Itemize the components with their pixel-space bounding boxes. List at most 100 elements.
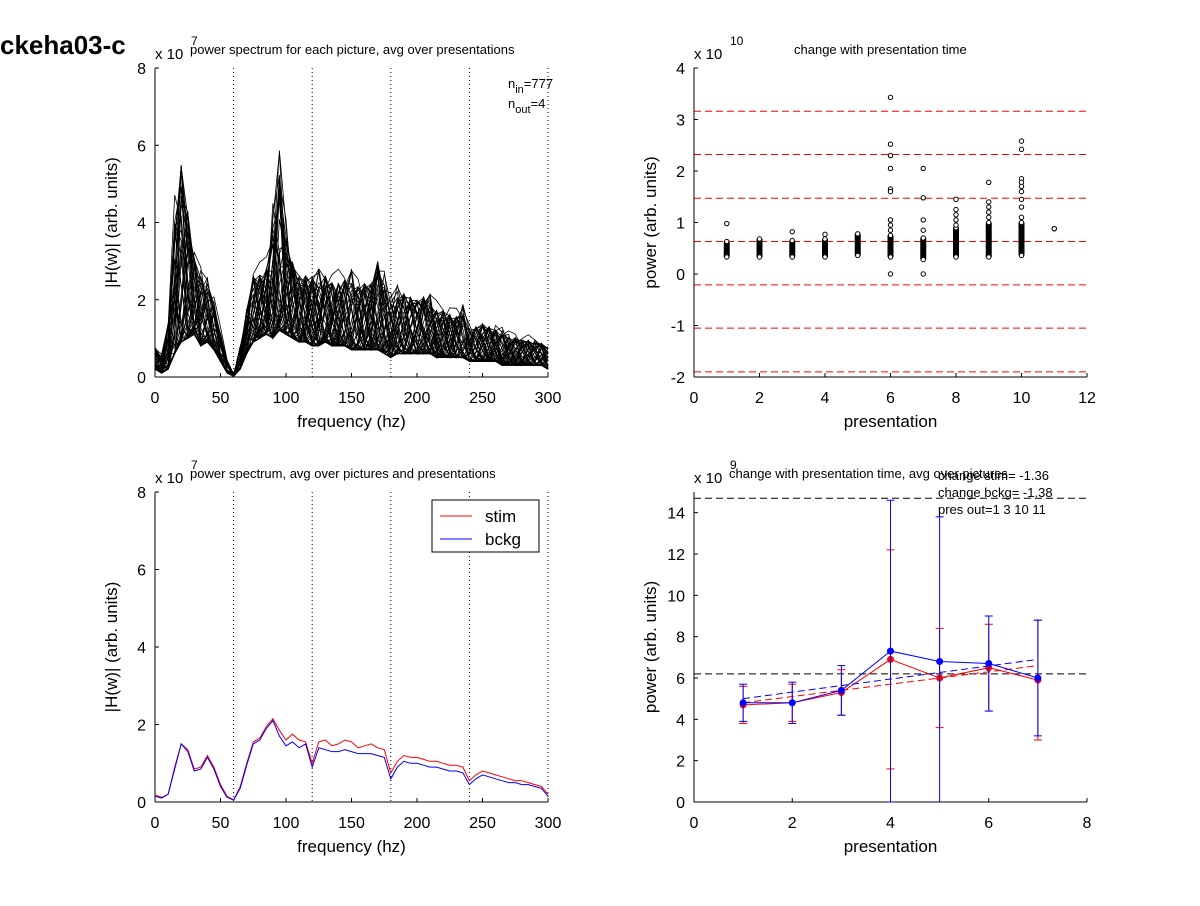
y-axis-label: power (arb. units) bbox=[641, 156, 660, 288]
x-axis-label: presentation bbox=[844, 837, 938, 856]
scatter-point bbox=[887, 188, 894, 195]
y-tick-label: 8 bbox=[137, 61, 146, 78]
scatter-point bbox=[953, 196, 959, 203]
scatter-point bbox=[1018, 146, 1025, 153]
axis-exponent-base: x 10 bbox=[694, 470, 722, 487]
panel-annotation: change bckg= -1.38 bbox=[938, 485, 1053, 500]
y-tick-label: 6 bbox=[676, 671, 685, 688]
panel-annotation: nout=4 bbox=[508, 96, 545, 116]
y-tick-label: 6 bbox=[137, 138, 146, 155]
scatter-point bbox=[724, 254, 730, 260]
y-axis-label: power (arb. units) bbox=[641, 581, 660, 713]
x-tick-label: 300 bbox=[535, 390, 562, 407]
x-tick-label: 300 bbox=[535, 815, 562, 832]
y-tick-label: 4 bbox=[137, 216, 146, 233]
y-tick-label: 8 bbox=[137, 485, 146, 502]
annotation-sub: in bbox=[515, 84, 524, 96]
x-tick-label: 250 bbox=[469, 815, 496, 832]
scatter-point bbox=[920, 235, 926, 241]
data-point-bckg bbox=[739, 699, 747, 707]
scatter-point bbox=[986, 219, 992, 226]
scatter-point bbox=[1051, 225, 1057, 232]
scatter-point bbox=[986, 204, 992, 210]
y-tick-label: 4 bbox=[676, 712, 685, 729]
scatter-point bbox=[953, 254, 959, 260]
y-tick-label: 4 bbox=[137, 640, 146, 657]
scatter-dense-column bbox=[920, 237, 927, 260]
scatter-dense-column bbox=[789, 240, 796, 258]
y-tick-label: -2 bbox=[671, 370, 685, 387]
x-tick-label: 4 bbox=[821, 390, 830, 407]
scatter-point bbox=[756, 236, 763, 242]
x-tick-label: 4 bbox=[886, 815, 895, 832]
panel-p4: 0 2 4 6 8 0 2 4 6 8 10 12 14 presentation power (arb. … bbox=[641, 458, 1092, 856]
scatter-point bbox=[953, 222, 959, 228]
y-tick-label: 2 bbox=[137, 718, 146, 735]
scatter-point bbox=[887, 141, 894, 147]
spectrum-trace bbox=[154, 196, 549, 377]
scatter-dense-column bbox=[953, 227, 959, 258]
x-tick-label: 200 bbox=[404, 390, 431, 407]
scatter-point bbox=[855, 231, 861, 237]
scatter-point bbox=[724, 220, 730, 227]
annotation-sub: out bbox=[515, 104, 530, 116]
y-tick-label: 0 bbox=[676, 267, 685, 284]
panel-title: power spectrum, avg over pictures and pr… bbox=[190, 466, 496, 481]
panel-p3: 0 50 100 150 200 250 300 0 2 4 6 8 frequency (hz) |H(… bbox=[102, 458, 561, 856]
y-tick-label: 2 bbox=[676, 164, 685, 181]
scatter-point bbox=[887, 152, 894, 159]
scatter-point bbox=[986, 199, 992, 205]
axis-exponent-power: 7 bbox=[191, 458, 198, 472]
scatter-point bbox=[953, 206, 959, 213]
data-point-bckg bbox=[837, 686, 845, 694]
scatter-point bbox=[887, 254, 894, 260]
scatter-point bbox=[986, 254, 992, 260]
x-tick-label: 150 bbox=[338, 390, 365, 407]
scatter-point bbox=[887, 217, 894, 223]
series-line-stim bbox=[154, 717, 549, 801]
y-tick-label: 2 bbox=[137, 293, 146, 310]
x-tick-label: 200 bbox=[404, 815, 431, 832]
scatter-point bbox=[1018, 188, 1025, 195]
x-tick-label: 12 bbox=[1078, 390, 1096, 407]
x-tick-label: 50 bbox=[212, 815, 230, 832]
x-tick-label: 50 bbox=[212, 390, 230, 407]
y-tick-label: 8 bbox=[676, 630, 685, 647]
x-tick-label: 100 bbox=[273, 815, 300, 832]
y-tick-label: 1 bbox=[676, 216, 685, 233]
y-tick-label: 0 bbox=[676, 795, 685, 812]
x-tick-label: 2 bbox=[788, 815, 797, 832]
x-tick-label: 0 bbox=[690, 815, 699, 832]
y-tick-label: 6 bbox=[137, 563, 146, 580]
x-tick-label: 0 bbox=[151, 390, 160, 407]
y-tick-label: 0 bbox=[137, 370, 146, 387]
scatter-dense-column bbox=[854, 233, 861, 256]
legend-box bbox=[431, 499, 540, 553]
legend-label: bckg bbox=[485, 530, 521, 549]
x-tick-label: 2 bbox=[755, 390, 764, 407]
scatter-point bbox=[920, 217, 926, 223]
scatter-point bbox=[920, 271, 926, 277]
data-point-bckg bbox=[985, 660, 993, 668]
x-tick-label: 0 bbox=[151, 815, 160, 832]
y-tick-label: 2 bbox=[676, 754, 685, 771]
scatter-dense-column bbox=[985, 222, 992, 258]
annotation-base: n bbox=[508, 76, 515, 91]
panel-title: power spectrum for each picture, avg ove… bbox=[190, 42, 515, 57]
scatter-point bbox=[953, 212, 959, 218]
scatter-point bbox=[1018, 219, 1025, 226]
scatter-point bbox=[1018, 252, 1025, 259]
y-tick-label: 4 bbox=[676, 61, 685, 78]
scatter-dense-column bbox=[887, 235, 894, 258]
panel-annotation: pres out=1 3 10 11 bbox=[938, 502, 1046, 517]
scatter-point bbox=[986, 179, 992, 186]
scatter-point bbox=[789, 237, 795, 244]
legend-label: stim bbox=[485, 507, 516, 526]
y-tick-label: -1 bbox=[671, 319, 685, 336]
y-tick-label: 0 bbox=[137, 795, 146, 812]
y-axis-label: |H(w)| (arb. units) bbox=[102, 157, 121, 288]
y-axis-label: |H(w)| (arb. units) bbox=[102, 582, 121, 713]
scatter-point bbox=[724, 238, 730, 245]
panel-annotation: change stim= -1.36 bbox=[938, 468, 1049, 483]
